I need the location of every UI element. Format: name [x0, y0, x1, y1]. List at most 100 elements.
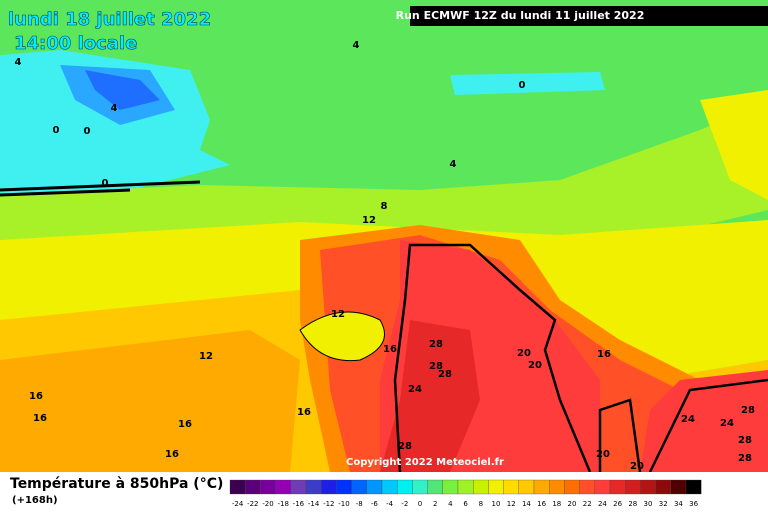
contour-label: 24 [408, 384, 422, 395]
contour-label: 20 [517, 348, 531, 359]
level-label: 10 [492, 500, 501, 508]
level-label: 8 [479, 500, 483, 508]
color-swatch [625, 479, 641, 495]
color-swatch [518, 479, 535, 495]
contour-label: 24 [681, 414, 695, 425]
color-swatch [275, 479, 291, 495]
color-swatch [609, 479, 626, 495]
level-label: -20 [262, 500, 273, 508]
contour-label: 20 [528, 360, 542, 371]
level-label: -6 [371, 500, 379, 508]
color-swatch [260, 479, 276, 495]
color-swatch [488, 479, 504, 495]
level-label: 30 [644, 500, 653, 508]
contour-label: 28 [438, 369, 452, 380]
level-label: 20 [568, 500, 577, 508]
color-swatch [685, 479, 702, 495]
color-swatch [336, 479, 352, 495]
legend-title: Température à 850hPa (°C) [10, 476, 223, 492]
level-label: 32 [659, 500, 668, 508]
contour-label: 28 [429, 361, 443, 372]
contour-label: 4 [353, 40, 360, 51]
level-label: 36 [689, 500, 698, 508]
level-label: -16 [293, 500, 305, 508]
contour-label: 20 [596, 449, 610, 460]
contour-label: 12 [331, 309, 345, 320]
contour-label: 24 [720, 418, 734, 429]
level-label: 22 [583, 500, 592, 508]
level-label: -12 [323, 500, 334, 508]
color-swatch [381, 479, 398, 495]
level-label: -8 [356, 500, 363, 508]
color-swatch [245, 479, 261, 495]
contour-label: 16 [29, 391, 43, 402]
contour-label: 8 [381, 201, 388, 212]
level-label: 18 [552, 500, 561, 508]
color-swatch [579, 479, 595, 495]
level-label: 0 [418, 500, 422, 508]
color-swatch [533, 479, 550, 495]
color-swatch [427, 479, 443, 495]
level-label: -18 [277, 500, 288, 508]
contour-label: 16 [597, 349, 611, 360]
contour-label: 16 [178, 419, 192, 430]
run-label: Run ECMWF 12Z du lundi 11 juillet 2022 [396, 9, 645, 22]
level-label: 16 [537, 500, 546, 508]
contour-label: 0 [53, 125, 60, 136]
color-swatch [655, 479, 671, 495]
contour-label: 4 [111, 103, 118, 114]
color-swatch [503, 479, 519, 495]
color-swatch [366, 479, 383, 495]
color-swatch [305, 479, 322, 495]
color-swatch [290, 479, 307, 495]
color-swatch [321, 479, 337, 495]
level-label: -2 [401, 500, 408, 508]
color-bar: -24 -22 -20 -18 -16 -14 -12 -10 -8 -6 -4 -2 0 2 4 6 8 10 1… [229, 479, 702, 508]
color-swatch [549, 479, 565, 495]
level-label: 2 [433, 500, 437, 508]
contour-label: 0 [102, 178, 109, 189]
contour-label: 12 [199, 351, 213, 362]
level-label: 6 [463, 500, 468, 508]
contour-label: 28 [738, 453, 752, 464]
level-label: 26 [613, 500, 622, 508]
color-swatch [397, 479, 413, 495]
contour-label: 16 [165, 449, 179, 460]
color-swatch [457, 479, 474, 495]
run-box [410, 6, 768, 26]
color-swatch [412, 479, 428, 495]
map-field [0, 0, 768, 473]
level-label: -10 [338, 500, 349, 508]
contour-label: 4 [450, 159, 457, 170]
contour-label: 28 [741, 405, 755, 416]
level-label: 4 [448, 500, 453, 508]
level-label: -4 [386, 500, 394, 508]
color-swatch [640, 479, 656, 495]
time-label: 14:00 locale [14, 33, 137, 54]
color-swatch [670, 479, 687, 495]
contour-label: 4 [15, 57, 22, 68]
level-label: -14 [308, 500, 320, 508]
color-swatch [351, 479, 367, 495]
color-swatch [564, 479, 580, 495]
level-label: 14 [522, 500, 531, 508]
contour-label: 16 [297, 407, 311, 418]
contour-label: 16 [33, 413, 47, 424]
level-label: 24 [598, 500, 607, 508]
level-label: 34 [674, 500, 683, 508]
contour-label: 12 [362, 215, 376, 226]
contour-label: 28 [398, 441, 412, 452]
contour-label: 20 [630, 461, 644, 472]
date-label: lundi 18 juillet 2022 [8, 9, 211, 30]
color-swatch [594, 479, 611, 495]
level-label: -24 [232, 500, 244, 508]
legend-subtitle: (+168h) [12, 495, 58, 506]
color-swatch [442, 479, 459, 495]
contour-label: 28 [429, 339, 443, 350]
copyright: Copyright 2022 Meteociel.fr [346, 457, 504, 468]
contour-label: 16 [383, 344, 397, 355]
level-label: 12 [507, 500, 516, 508]
contour-label: 28 [738, 435, 752, 446]
